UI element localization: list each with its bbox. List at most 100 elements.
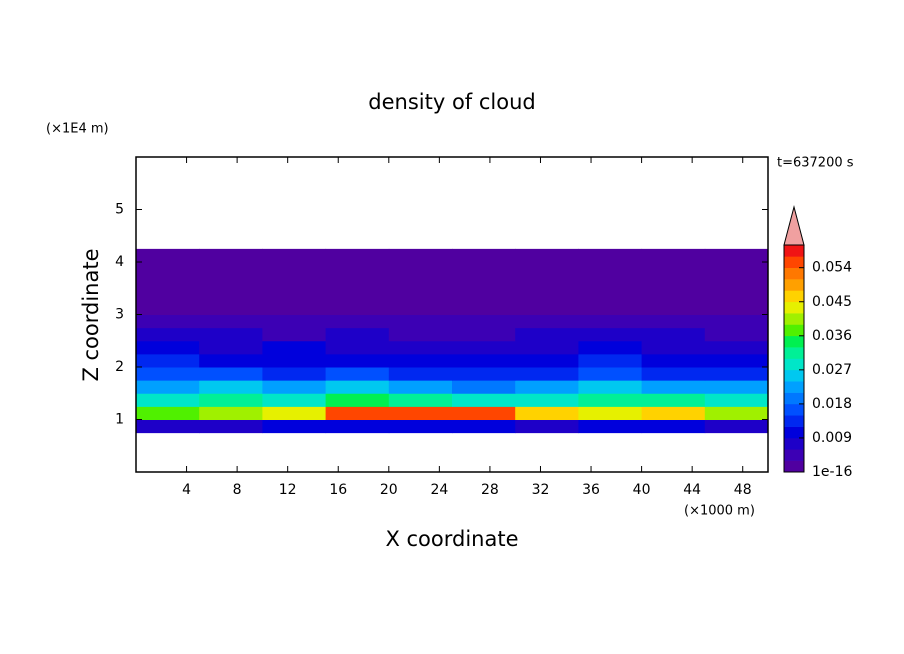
contour-cell xyxy=(515,380,579,394)
contour-cell xyxy=(136,340,200,355)
contour-cell xyxy=(388,262,453,276)
contour-cell xyxy=(578,327,643,342)
x-tick-label: 32 xyxy=(532,482,550,498)
contour-cell xyxy=(641,393,706,407)
colorbar-tick-label: 0.009 xyxy=(812,430,852,446)
contour-cell xyxy=(578,367,643,381)
contour-cell xyxy=(704,406,769,420)
contour-cell xyxy=(199,406,263,420)
y-axis-label: Z coordinate xyxy=(79,248,103,381)
x-tick-label: 48 xyxy=(734,482,752,498)
contour-cell xyxy=(199,275,263,289)
contour-cell xyxy=(704,340,769,355)
colorbar-tick-label: 1e-16 xyxy=(812,464,852,480)
contour-cell xyxy=(388,380,453,394)
contour-cell xyxy=(704,301,769,315)
contour-cell xyxy=(136,393,200,407)
contour-cell xyxy=(641,353,706,368)
contour-cell xyxy=(325,288,390,302)
contour-cell xyxy=(199,327,263,342)
colorbar-band xyxy=(784,279,804,291)
contour-cell xyxy=(578,301,643,315)
contour-cell xyxy=(641,380,706,394)
annotation: t=637200 s xyxy=(777,156,854,171)
contour-cell xyxy=(136,288,200,302)
colorbar-tick-label: 0.027 xyxy=(812,362,852,378)
contour-cell xyxy=(325,327,390,342)
contour-cell xyxy=(199,393,263,407)
contour-cell xyxy=(262,380,327,394)
contour-cell xyxy=(515,288,579,302)
contour-cell xyxy=(515,262,579,276)
contour-cell xyxy=(515,353,579,368)
colorbar-band xyxy=(784,324,804,337)
x-tick-label: 12 xyxy=(279,482,297,498)
contour-cell xyxy=(704,380,769,394)
contour-cell xyxy=(388,353,453,368)
contour-cell xyxy=(199,353,263,368)
contour-cell xyxy=(641,327,706,342)
contour-cell xyxy=(136,275,200,289)
colorbar-band xyxy=(784,301,804,314)
colorbar-band xyxy=(784,460,804,473)
contour-cell xyxy=(262,406,327,420)
contour-cell xyxy=(199,301,263,315)
colorbar-band xyxy=(784,313,804,325)
contour-cell xyxy=(388,419,453,434)
contour-cell xyxy=(325,353,390,368)
contour-cell xyxy=(578,248,643,263)
contour-cell xyxy=(262,288,327,302)
contour-cell xyxy=(262,275,327,289)
contour-cell xyxy=(452,353,516,368)
contour-cell xyxy=(388,340,453,355)
contour-cell xyxy=(704,327,769,342)
contour-cell xyxy=(515,367,579,381)
x-tick-label: 20 xyxy=(380,482,398,498)
contour-cell xyxy=(578,275,643,289)
colorbar-tick-label: 0.018 xyxy=(812,396,852,412)
contour-cell xyxy=(452,262,516,276)
contour-cell xyxy=(325,419,390,434)
contour-cell xyxy=(262,367,327,381)
contour-cell xyxy=(199,262,263,276)
colorbar-band xyxy=(784,381,804,393)
colorbar-band xyxy=(784,449,804,461)
contour-cell xyxy=(641,262,706,276)
contour-cell xyxy=(578,262,643,276)
contour-cell xyxy=(325,301,390,315)
contour-cell xyxy=(452,419,516,434)
contour-cell xyxy=(199,340,263,355)
chart-title: density of cloud xyxy=(368,90,535,114)
contour-cell xyxy=(641,367,706,381)
y-tick-label: 1 xyxy=(115,412,124,428)
contour-cell xyxy=(388,301,453,315)
contour-cell xyxy=(641,406,706,420)
contour-cell xyxy=(515,248,579,263)
colorbar-band xyxy=(784,392,804,405)
contour-cell xyxy=(578,314,643,329)
contour-cell xyxy=(515,327,579,342)
x-tick-label: 28 xyxy=(481,482,499,498)
contour-cell xyxy=(704,367,769,381)
contour-cell xyxy=(199,419,263,434)
contour-cell xyxy=(262,248,327,263)
x-tick-label: 16 xyxy=(329,482,347,498)
y-tick-label: 2 xyxy=(115,359,124,375)
contour-cell xyxy=(704,248,769,263)
contour-cell xyxy=(452,327,516,342)
contour-cell xyxy=(578,288,643,302)
contour-cell xyxy=(136,353,200,368)
y-tick-label: 5 xyxy=(115,202,124,218)
colorbar-band xyxy=(784,415,804,427)
contour-cell xyxy=(452,314,516,329)
contour-cell xyxy=(325,340,390,355)
contour-cell xyxy=(325,406,390,420)
contour-cell xyxy=(136,301,200,315)
colorbar-band xyxy=(784,426,804,439)
contour-cell xyxy=(136,327,200,342)
contour-cell xyxy=(325,314,390,329)
x-tick-label: 40 xyxy=(633,482,651,498)
contour-cell xyxy=(641,419,706,434)
contour-cell xyxy=(515,406,579,420)
contour-cell xyxy=(136,419,200,434)
